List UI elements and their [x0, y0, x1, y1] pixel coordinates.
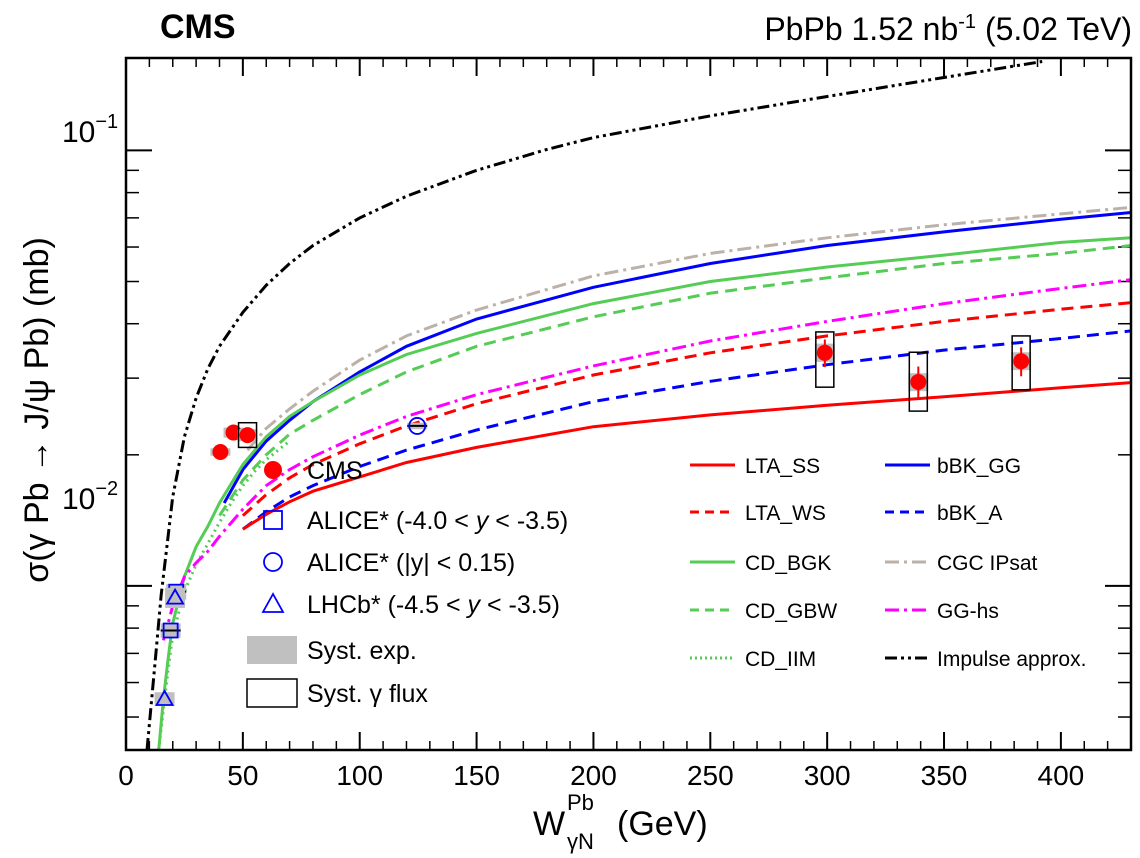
legend-right-label: LTA_WS [745, 502, 826, 525]
legend-right-label: Impulse approx. [937, 648, 1086, 671]
x-tick-label: 350 [921, 760, 968, 791]
cms-point [910, 373, 927, 390]
legend-label-text: CMS [307, 457, 363, 485]
cms-point [212, 444, 229, 461]
x-axis-subscript: γN [567, 829, 594, 854]
x-tick-label: 0 [118, 760, 134, 791]
y-axis-label: σ(γ Pb → J/ψ Pb) (mb) [18, 237, 56, 583]
alice-fwd-point [162, 622, 179, 639]
legend-label-text: Syst. exp. [307, 637, 417, 665]
x-tick-label: 100 [336, 760, 383, 791]
plot-frame [124, 56, 1133, 752]
legend-left-label: Syst. exp. [307, 637, 417, 665]
legend-label-text: LHCb* (-4.5 < [307, 591, 468, 619]
legend-alice-mid-marker [263, 552, 283, 572]
legend-lhcb-marker [261, 592, 285, 613]
curve-impulse [145, 60, 1043, 750]
legend-right-label: LTA_SS [745, 455, 820, 478]
dataset-text: PbPb 1.52 nb [764, 11, 958, 47]
syst-flux-box [237, 421, 258, 449]
data-points [154, 331, 1032, 707]
x-tick-label: 150 [453, 760, 500, 791]
syst-flux-box [908, 351, 929, 412]
alice-mid-point [408, 417, 427, 435]
energy-text: (5.02 TeV) [985, 11, 1132, 47]
curve-gghs [161, 278, 1131, 641]
legend-label-italic: y [474, 507, 490, 535]
curve-cd-iim [157, 439, 291, 750]
legend-label-text-post: < -3.5) [488, 507, 568, 535]
x-axis-superscript: Pb [567, 790, 594, 815]
cms-point [1013, 353, 1030, 370]
y-tick-label-1e-1: 10−1 [62, 111, 118, 149]
y-tick-label-1e-2: 10−2 [62, 478, 118, 516]
x-ticks: 0 50 100 150 200 250 300 350 400 [118, 58, 1132, 791]
x-tick-label: 400 [1038, 760, 1085, 791]
syst-exp-box [154, 692, 175, 707]
curve-cgc [246, 205, 1131, 452]
x-tick-label: 50 [227, 760, 258, 791]
legend-label-text: ALICE* (-4.0 < [307, 507, 476, 535]
dataset-label: PbPb 1.52 nb-1 (5.02 TeV) [764, 11, 1132, 47]
x-tick-label: 300 [804, 760, 851, 791]
y-tick-exp-1e-1: −1 [95, 111, 118, 133]
legend-left-label: LHCb* (-4.5 < y < -3.5) [307, 591, 560, 619]
legend-left: CMS ALICE* (-4.0 < y < -3.5) ALICE* (|y| <… [246, 457, 568, 708]
syst-flux-box [815, 331, 835, 388]
legend-cms-marker [264, 461, 282, 479]
y-tick-base-1e-2: 10 [62, 483, 95, 516]
legend-label-text-post: < -3.5) [480, 591, 560, 619]
syst-flux-box [1011, 335, 1031, 391]
x-axis-unit: (GeV) [617, 805, 708, 843]
experiment-label: CMS [160, 8, 236, 46]
x-tick-label: 200 [570, 760, 617, 791]
lhcb-point [165, 587, 185, 605]
legend-left-label: Syst. γ flux [307, 680, 428, 708]
legend-left-label: ALICE* (-4.0 < y < -3.5) [307, 507, 568, 535]
dataset-superscript: -1 [958, 11, 976, 33]
x-axis-main: W [533, 805, 565, 843]
legend-syst-flux-marker [246, 678, 298, 708]
legend-right-label: bBK_A [937, 502, 1002, 525]
legend-alice-fwd-marker [263, 510, 283, 530]
legend-label-text: ALICE* (|y| < 0.15) [307, 549, 515, 577]
legend-left-label: ALICE* (|y| < 0.15) [307, 549, 515, 577]
y-ticks [126, 149, 1131, 718]
x-axis-label: W [533, 805, 565, 843]
legend-syst-exp-marker [247, 636, 297, 664]
curve-bbk-a [242, 329, 1131, 531]
curve-lta-ws [241, 301, 1131, 517]
cms-point [816, 344, 833, 361]
legend-right: LTA_SS bBK_GG LTA_WS bBK_A CD_BGK CGC IPsat CD… [690, 455, 1086, 671]
curve-lta-ss [242, 381, 1131, 531]
cms-point [225, 424, 242, 441]
x-tick-label: 250 [687, 760, 734, 791]
cms-point [239, 427, 256, 444]
lhcb-point [155, 689, 175, 706]
curve-cd-gbw [218, 244, 1131, 517]
curve-bbk-gg [222, 211, 1131, 504]
legend-right-label: CD_BGK [745, 552, 831, 575]
legend-right-label: GG-hs [937, 600, 999, 623]
legend-right-label: CD_IIM [745, 648, 816, 671]
y-tick-exp-1e-2: −2 [95, 478, 118, 500]
legend-left-label: CMS [307, 457, 363, 485]
legend-right-label: CGC IPsat [937, 552, 1038, 575]
y-tick-base-1e-1: 10 [62, 116, 95, 149]
legend-label-text: Syst. γ flux [307, 680, 428, 708]
legend-right-label: CD_GBW [745, 600, 837, 623]
legend-label-italic: y [466, 591, 482, 619]
legend-right-label: bBK_GG [937, 455, 1021, 478]
dataset-space [976, 11, 985, 47]
